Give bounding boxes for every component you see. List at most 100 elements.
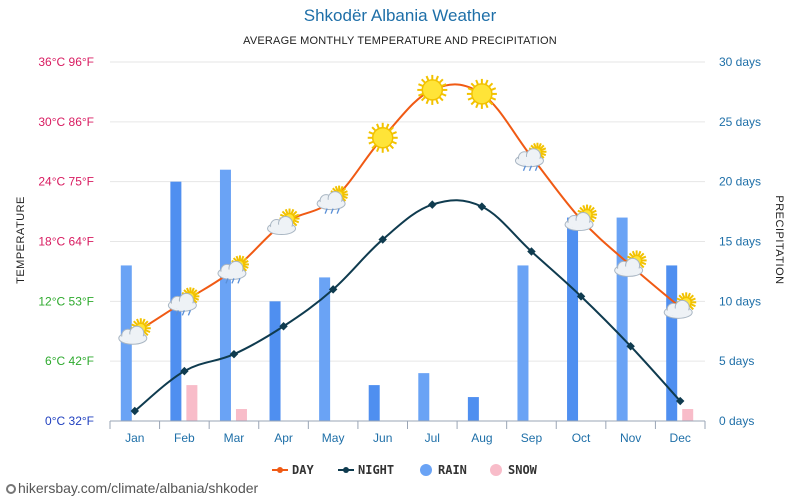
y-tick-label-left: 36°C 96°F	[38, 55, 94, 69]
sun-ray	[190, 287, 195, 294]
y-tick-label-left: 18°C 64°F	[38, 235, 94, 249]
weather-chart: 0°C 32°F 6°C 42°F 12°C 53°F 18°C 64°F 24°C 7…	[15, 55, 785, 477]
sun-ray	[420, 96, 426, 102]
sun-ray	[342, 195, 348, 199]
sun-ray	[690, 297, 696, 302]
raindrop	[231, 278, 235, 284]
sun-ray	[143, 320, 149, 326]
raindrop	[528, 165, 533, 171]
footer-link[interactable]: hikersbay.com/climate/albania/shkoder	[6, 480, 258, 496]
sun-ray	[385, 123, 390, 129]
sun-ray	[368, 140, 374, 145]
sun-ray	[467, 87, 474, 92]
footer-url[interactable]: hikersbay.com/climate/albania/shkoder	[18, 480, 259, 496]
rain-bar	[517, 265, 529, 421]
raindrop	[534, 165, 539, 171]
sun-ray	[193, 296, 200, 301]
sun-ray	[490, 87, 497, 92]
sun-ray	[435, 75, 439, 82]
axes: 0°C 32°F 6°C 42°F 12°C 53°F 18°C 64°F 24°C 7…	[38, 55, 761, 445]
legend-marker-day	[277, 467, 283, 473]
cloud-fill	[616, 266, 641, 275]
snow-bar	[682, 409, 694, 421]
sun-ray	[143, 331, 149, 337]
sun-icon	[367, 122, 398, 153]
sun-ray	[637, 250, 642, 257]
chart-title: Shkodër Albania Weather	[303, 6, 497, 25]
night-point	[675, 396, 685, 406]
x-tick-label: Nov	[620, 431, 641, 445]
night-point	[428, 200, 437, 209]
sun-ray	[678, 294, 684, 300]
raindrop	[336, 208, 340, 214]
sun-ray	[292, 210, 298, 216]
legend-label-day: DAY	[292, 463, 314, 477]
legend: DAY NIGHT RAIN SNOW	[272, 463, 538, 477]
sun-ray	[293, 213, 300, 218]
sun-ray	[631, 250, 636, 257]
y-tick-label-right: 15 days	[719, 235, 761, 249]
raindrop	[175, 310, 179, 316]
cloud-fill	[517, 156, 542, 165]
sun-ray	[488, 100, 494, 106]
sun-ray	[579, 206, 585, 212]
sun-ray	[235, 255, 240, 262]
sun-ray	[193, 291, 200, 296]
raindrop	[181, 310, 185, 316]
sun-disc	[371, 127, 394, 149]
sun-disc	[421, 79, 444, 101]
sun-ray	[141, 318, 146, 325]
sun-ray	[389, 126, 395, 132]
sun-ray	[136, 318, 140, 325]
sun-ray	[133, 320, 138, 326]
night-point	[130, 406, 140, 416]
sun-ray	[484, 79, 489, 86]
x-tick-label: Sep	[521, 431, 543, 445]
sun-ray	[145, 329, 151, 333]
sun-ray	[420, 78, 426, 84]
sun-ray	[470, 82, 476, 88]
cloud-fill	[170, 301, 195, 310]
raindrop	[522, 165, 527, 171]
sun-ray	[475, 79, 479, 86]
sun-ray	[418, 83, 424, 88]
sun-ray	[376, 123, 380, 129]
sun-ray	[385, 146, 390, 153]
sun-ray	[484, 102, 489, 109]
sun-ray	[418, 92, 424, 97]
night-point	[229, 349, 239, 359]
sun-ray	[628, 252, 634, 258]
sun-ray	[591, 215, 597, 220]
sun-ray	[425, 75, 430, 82]
sun-ray	[591, 209, 597, 214]
legend-label-snow: SNOW	[508, 463, 538, 477]
y-tick-label-left: 30°C 86°F	[38, 115, 94, 129]
x-tick-label: May	[322, 431, 345, 445]
rain-bar	[616, 217, 628, 421]
sun-ray	[376, 146, 380, 153]
sun-ray	[186, 287, 190, 294]
cloud-icon	[267, 216, 297, 236]
sun-ray	[488, 82, 494, 88]
sun-ray	[391, 140, 397, 145]
legend-swatch-rain	[420, 464, 432, 476]
sun-ray	[243, 260, 249, 264]
sun-ray	[640, 255, 647, 260]
sun-ray	[490, 96, 497, 101]
cloud-icon	[118, 325, 148, 345]
legend-marker-night	[343, 467, 349, 473]
y-tick-label-right: 10 days	[719, 294, 761, 308]
raindrop	[324, 208, 328, 214]
legend-swatch-snow	[490, 464, 502, 476]
y-tick-label-right: 5 days	[719, 354, 754, 368]
sun-ray	[290, 208, 295, 215]
sun-ray	[582, 204, 587, 211]
y-tick-label-left: 6°C 42°F	[45, 354, 94, 368]
sun-ray	[284, 208, 289, 215]
cloud-icon	[564, 212, 594, 232]
cloud-icon	[663, 299, 693, 319]
x-tick-label: Oct	[572, 431, 591, 445]
sun-ray	[690, 303, 696, 308]
temperature-lines	[130, 83, 685, 416]
sun-ray	[391, 131, 397, 135]
